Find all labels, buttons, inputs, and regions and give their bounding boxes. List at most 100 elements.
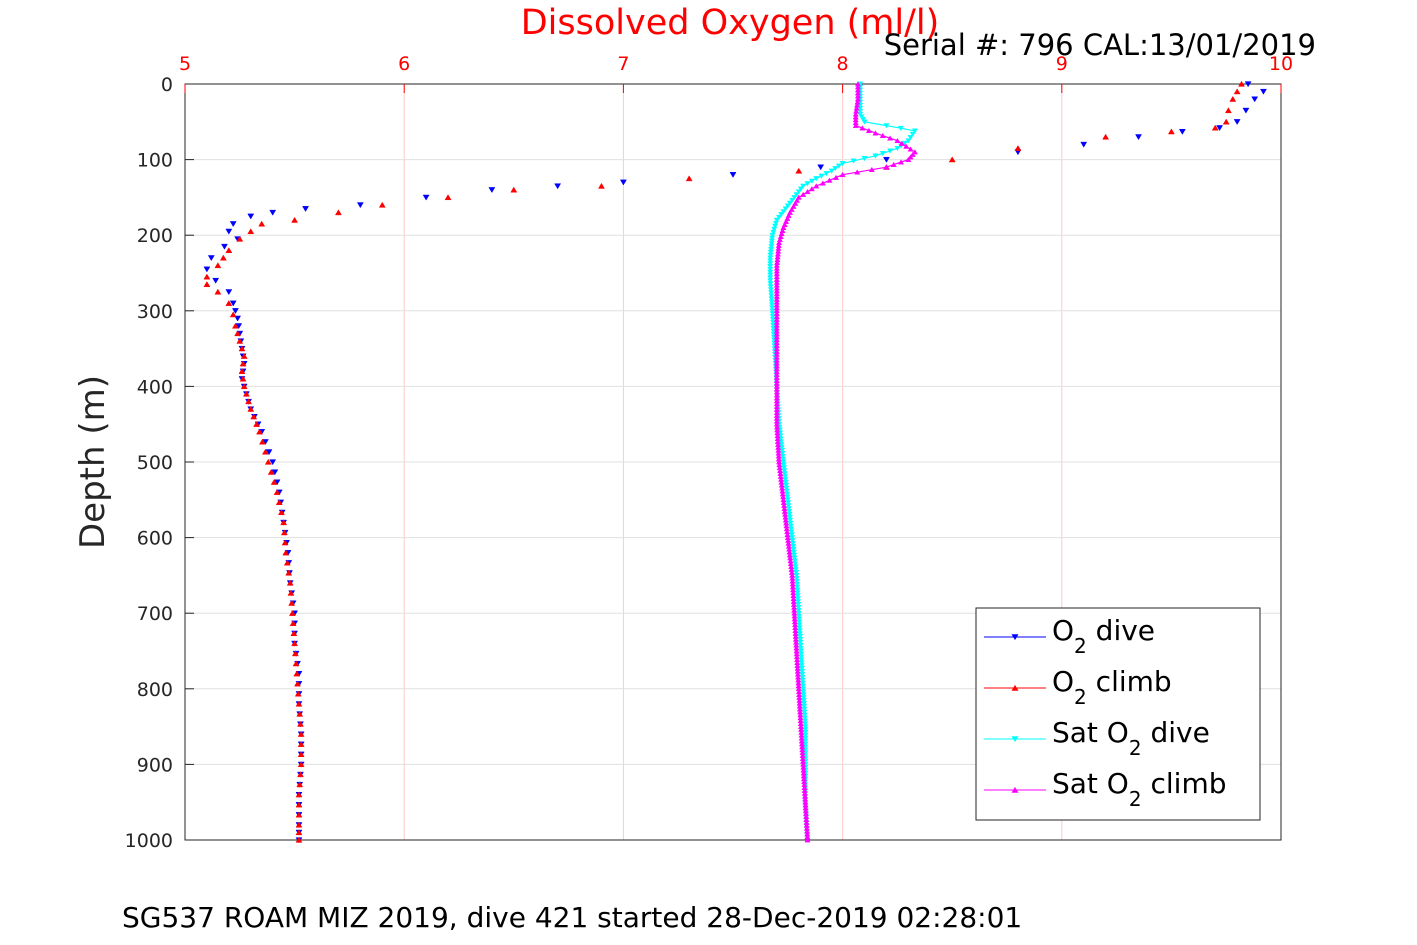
legend-label-sat_dive: Sat O2 dive [1052,716,1210,760]
data-point-o2_climb [287,589,295,596]
footer-caption: SG537 ROAM MIZ 2019, dive 421 started 28… [122,901,1022,934]
y-tick-label: 500 [137,452,173,474]
data-point-sat_dive [789,197,796,204]
y-tick-label: 100 [137,150,173,172]
data-point-sat_dive [799,677,806,683]
data-point-sat_dive [897,125,904,132]
data-point-o2_climb [291,216,299,223]
data-point-o2_climb [293,670,301,677]
data-point-sat_dive [772,223,779,229]
data-point-sat_dive [802,721,809,727]
data-point-o2_dive [1135,134,1142,141]
data-point-sat_dive [784,203,791,209]
data-point-sat_dive [800,686,807,692]
y-tick-label: 1000 [125,830,173,852]
data-point-o2_climb [294,690,302,697]
data-point-o2_dive [1178,128,1186,135]
x-tick-label: 5 [179,53,191,75]
data-point-sat_dive [767,249,774,256]
data-point-sat_dive [791,552,798,558]
data-point-sat_climb [854,169,861,175]
data-point-sat_dive [767,281,774,287]
data-point-o2_climb [258,220,266,227]
data-point-sat_dive [780,459,787,465]
chart-title: Dissolved Oxygen (ml/l) [521,3,940,43]
y-tick-label: 0 [161,74,173,96]
data-point-o2_climb [795,167,803,174]
data-point-sat_dive [835,163,842,169]
data-point-sat_dive [801,709,808,715]
data-point-sat_dive [793,192,800,198]
legend-label-o2_dive: O2 dive [1052,614,1155,658]
data-point-o2_climb [297,771,304,778]
data-point-sat_dive [795,610,802,617]
data-point-o2_climb [264,458,272,465]
data-point-o2_climb [238,345,246,352]
data-point-sat_dive [791,195,798,201]
data-point-sat_dive [804,181,811,187]
data-point-sat_dive [767,258,774,264]
data-point-sat_dive [801,715,808,721]
data-point-sat_dive [771,226,778,232]
legend-label-rest: climb [1142,767,1227,800]
data-point-o2_dive [229,221,237,228]
data-point-sat_climb [800,191,807,197]
data-point-o2_dive [619,179,627,186]
data-point-sat_dive [793,573,800,579]
data-point-sat_dive [796,616,803,622]
data-point-sat_dive [813,176,820,182]
data-point-sat_dive [767,255,774,261]
data-point-o2_climb [247,228,255,235]
data-point-sat_dive [858,114,865,120]
data-point-o2_dive [231,308,239,314]
data-point-o2_climb [256,428,263,435]
data-point-o2_climb [685,175,693,182]
data-point-sat_dive [792,567,799,573]
data-point-sat_dive [780,462,787,468]
data-point-sat_dive [801,718,809,724]
data-point-sat_dive [793,570,800,576]
data-point-o2_climb [288,599,296,606]
legend-label-rest: dive [1087,614,1155,647]
data-point-o2_dive [221,243,228,250]
data-point-o2_climb [225,247,233,253]
legend-label-rest: dive [1142,716,1210,749]
data-point-o2_climb [289,620,297,626]
data-point-sat_dive [823,171,830,177]
data-point-sat_dive [796,631,803,637]
data-point-o2_climb [280,519,288,526]
data-point-sat_dive [786,200,794,206]
data-point-sat_climb [907,146,914,152]
legend-label-sat_climb: Sat O2 climb [1052,767,1227,811]
data-point-o2_dive [554,183,562,190]
data-point-sat_climb [898,140,905,146]
data-point-sat_dive [798,666,806,672]
data-point-sat_dive [802,727,809,733]
data-point-sat_dive [772,220,780,226]
data-point-sat_dive [769,232,776,239]
data-point-o2_climb [1233,88,1241,95]
data-point-sat_dive [784,497,791,503]
legend-label-main: O [1052,614,1074,647]
data-point-o2_climb [270,478,278,485]
data-point-o2_dive [271,469,279,476]
data-point-sat_dive [782,480,789,486]
data-point-sat_dive [792,564,799,570]
data-point-sat_dive [767,264,774,270]
data-point-sat_dive [767,284,774,290]
data-point-sat_dive [767,287,774,293]
data-point-sat_dive [795,599,802,605]
data-point-sat_dive [879,150,886,157]
data-point-sat_dive [828,168,835,174]
data-point-sat_climb [909,151,916,157]
data-point-o2_climb [225,300,233,306]
data-point-o2_climb [291,650,299,657]
data-point-sat_dive [911,128,918,134]
data-point-sat_dive [788,526,795,532]
data-point-o2_climb [281,539,289,546]
data-point-sat_dive [818,173,825,179]
data-point-o2_climb [245,398,253,405]
data-point-sat_climb [883,164,890,170]
